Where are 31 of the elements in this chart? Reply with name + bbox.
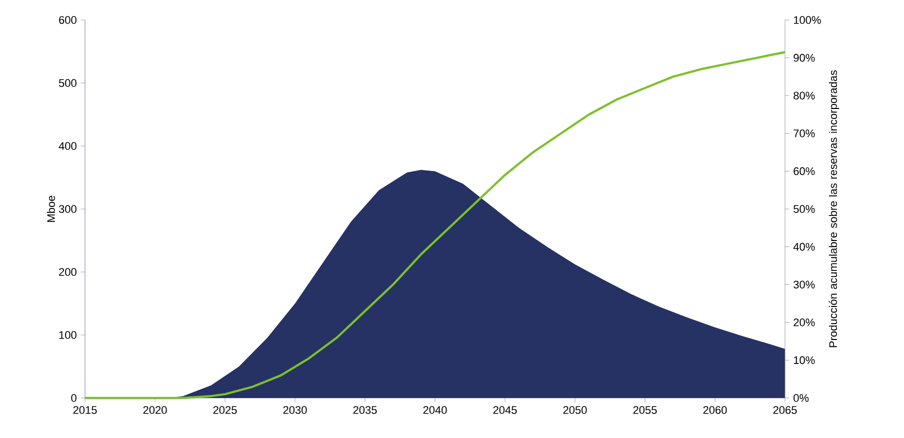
y2-tick-label: 40% [793, 242, 815, 251]
y2-tick-label: 80% [794, 92, 815, 100]
x-tick-label: 2040 [423, 406, 447, 414]
y-tick-label: 200 [59, 268, 76, 276]
x-tick-label: 2065 [773, 406, 797, 414]
y-tick-label: 300 [58, 205, 76, 213]
y2-tick-label: 0% [794, 394, 809, 402]
y2-tick-label: 60% [794, 167, 815, 176]
x-tick-label: 2060 [703, 406, 727, 414]
y2-tick-label: 90% [794, 54, 815, 62]
y2-tick-label: 100% [794, 16, 821, 24]
y-axis-title: Mboe [46, 196, 55, 222]
x-tick-label: 2045 [493, 406, 517, 414]
x-tick-label: 2025 [213, 406, 237, 414]
x-tick-label: 2015 [73, 406, 97, 414]
x-tick-label: 2050 [563, 406, 587, 414]
y-tick-label: 100 [59, 331, 76, 339]
y2-tick-label: 70% [794, 130, 815, 138]
y2-tick-label: 30% [794, 280, 815, 288]
y-tick-label: 0 [71, 394, 76, 402]
y-tick-label: 500 [58, 79, 76, 87]
x-tick-label: 2055 [633, 406, 657, 414]
x-tick-label: 2020 [143, 406, 167, 414]
y2-tick-label: 20% [794, 318, 815, 326]
y-tick-label: 400 [58, 142, 76, 150]
y2-tick-label: 50% [794, 205, 815, 213]
y-tick-label: 600 [59, 16, 76, 24]
y2-axis-title: Producción acumulabre sobre las reservas incorporadas [828, 70, 840, 348]
y2-tick-label: 10% [794, 356, 815, 364]
x-tick-label: 2035 [353, 406, 377, 414]
x-tick-label: 2030 [283, 406, 307, 414]
